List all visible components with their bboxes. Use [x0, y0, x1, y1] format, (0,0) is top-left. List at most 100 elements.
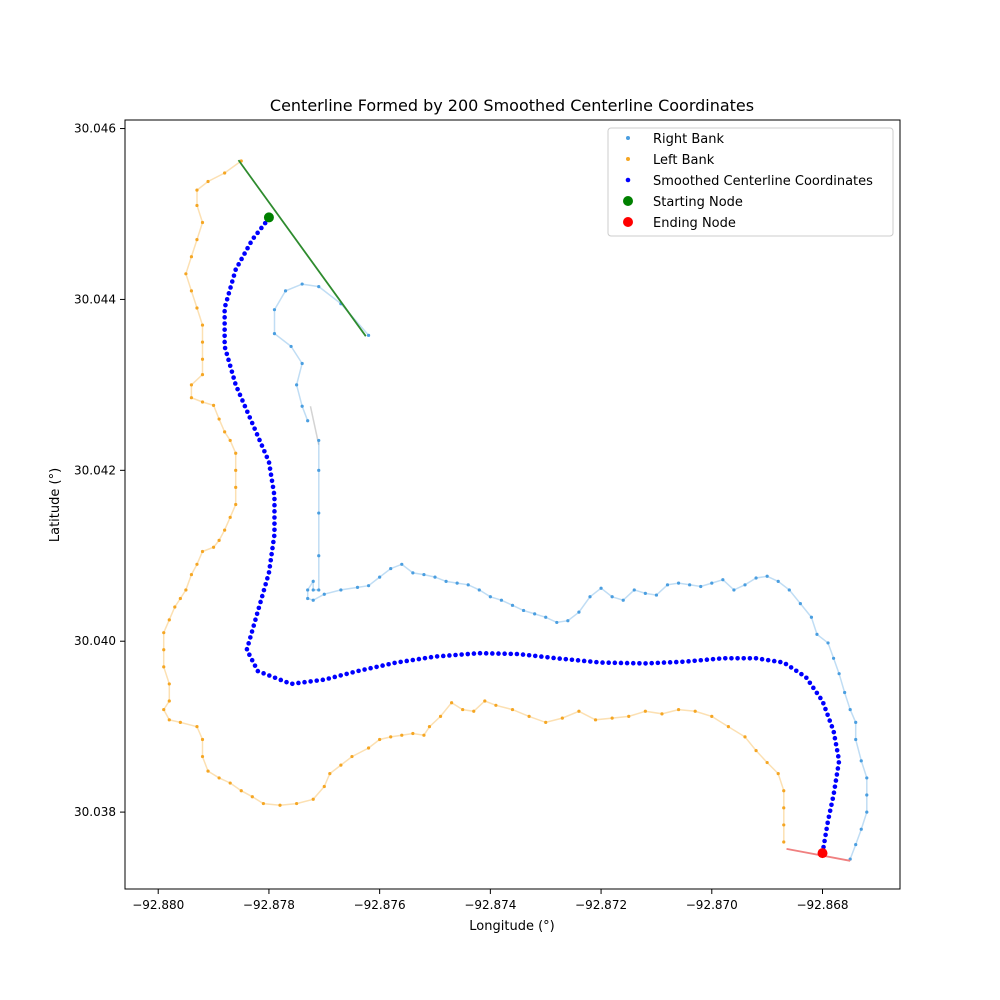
- right-bank-point: [610, 595, 614, 599]
- centerline-point: [249, 420, 255, 426]
- centerline-point: [244, 646, 250, 652]
- plot-area: [162, 159, 869, 862]
- centerline-point: [832, 735, 838, 741]
- left-bank-point: [162, 631, 166, 635]
- legend-marker: [625, 177, 631, 183]
- x-tick-label: −92.874: [464, 898, 516, 912]
- right-bank-point: [854, 842, 858, 847]
- centerline-point: [268, 557, 274, 563]
- left-bank-point: [200, 737, 205, 742]
- right-bank-point: [295, 383, 299, 387]
- centerline-point: [594, 659, 599, 665]
- centerline-point: [222, 345, 228, 351]
- legend: Right Bank Left Bank Smoothed Centerline C…: [607, 127, 894, 237]
- left-bank-point: [167, 618, 171, 622]
- centerline-point: [496, 651, 501, 656]
- y-tick-label: 30.038: [74, 805, 116, 819]
- bank-gap-line: [309, 406, 320, 445]
- left-bank-point: [200, 323, 205, 327]
- right-bank-point: [521, 608, 526, 613]
- centerline-point: [248, 240, 253, 246]
- left-bank-point: [162, 665, 166, 669]
- left-bank-point: [350, 754, 354, 759]
- left-bank-point: [776, 772, 780, 776]
- centerline-point: [231, 273, 237, 278]
- left-bank-point: [228, 438, 232, 443]
- right-bank-point: [389, 566, 393, 571]
- centerline-point: [239, 256, 244, 262]
- centerline-point: [270, 484, 276, 490]
- centerline-point: [271, 490, 277, 496]
- centerline-point: [440, 653, 446, 659]
- right-bank-point: [300, 361, 304, 366]
- centerline-point: [667, 660, 673, 665]
- right-bank-trace: [273, 283, 370, 422]
- y-tick-label: 30.044: [74, 292, 116, 306]
- legend-marker: [623, 217, 633, 227]
- centerline-point: [247, 415, 253, 420]
- left-bank-point: [422, 733, 426, 737]
- y-tick-label: 30.046: [74, 122, 116, 136]
- centerline-point: [404, 658, 410, 664]
- centerline-point: [224, 351, 230, 357]
- axes-frame: [124, 119, 901, 890]
- centerline-point: [265, 576, 270, 581]
- centerline-point: [410, 657, 416, 663]
- left-bank-point: [189, 396, 194, 400]
- left-bank-point: [234, 468, 238, 472]
- right-bank-point: [306, 596, 310, 601]
- centerline-point: [832, 784, 838, 789]
- centerline-point: [823, 706, 828, 712]
- centerline-point: [229, 369, 235, 374]
- centerline-point: [465, 651, 471, 657]
- centerline-point: [807, 680, 813, 686]
- left-bank-point: [223, 430, 227, 434]
- left-bank-point: [184, 272, 188, 276]
- centerline-point: [434, 654, 440, 659]
- right-bank-point: [699, 584, 703, 589]
- centerline-point: [326, 676, 332, 681]
- centerline-point: [252, 426, 257, 431]
- centerline-point: [747, 656, 753, 661]
- centerline-point: [447, 653, 452, 658]
- centerline-point: [229, 279, 235, 284]
- left-bank-point: [261, 801, 265, 806]
- centerline-point: [753, 656, 759, 661]
- centerline-point: [284, 679, 289, 685]
- centerline-point: [245, 245, 250, 251]
- x-tick-label: −92.868: [796, 898, 848, 912]
- centerline-point: [255, 230, 260, 236]
- right-bank-point: [854, 720, 858, 724]
- right-bank-point: [339, 588, 343, 592]
- right-bank-point: [306, 588, 310, 592]
- right-bank-point: [588, 595, 592, 599]
- centerline-point: [692, 658, 697, 664]
- right-bank-point: [283, 289, 288, 293]
- centerline-point: [256, 605, 262, 611]
- left-bank-point: [234, 451, 238, 455]
- right-bank-point: [499, 598, 504, 602]
- centerline-point: [245, 409, 250, 415]
- left-bank-point: [322, 784, 326, 789]
- centerline-point: [252, 663, 258, 668]
- legend-label: Right Bank: [653, 132, 724, 147]
- left-bank-point: [211, 545, 216, 549]
- centerline-point: [827, 808, 833, 814]
- centerline-point: [836, 760, 842, 765]
- right-bank-point: [710, 581, 714, 585]
- centerline-point: [261, 587, 267, 593]
- centerline-point: [618, 660, 624, 666]
- left-bank-point: [217, 776, 221, 780]
- centerline-point: [308, 679, 313, 684]
- left-bank-point: [472, 709, 476, 713]
- left-bank-point: [200, 400, 205, 404]
- left-bank-point: [544, 720, 548, 724]
- right-bank-point: [843, 690, 847, 695]
- left-bank-point: [200, 220, 205, 225]
- centerline-point: [630, 660, 636, 666]
- right-bank-point: [643, 591, 647, 595]
- centerline-point: [222, 308, 227, 314]
- right-bank-point: [317, 438, 321, 443]
- left-bank-point: [782, 840, 786, 844]
